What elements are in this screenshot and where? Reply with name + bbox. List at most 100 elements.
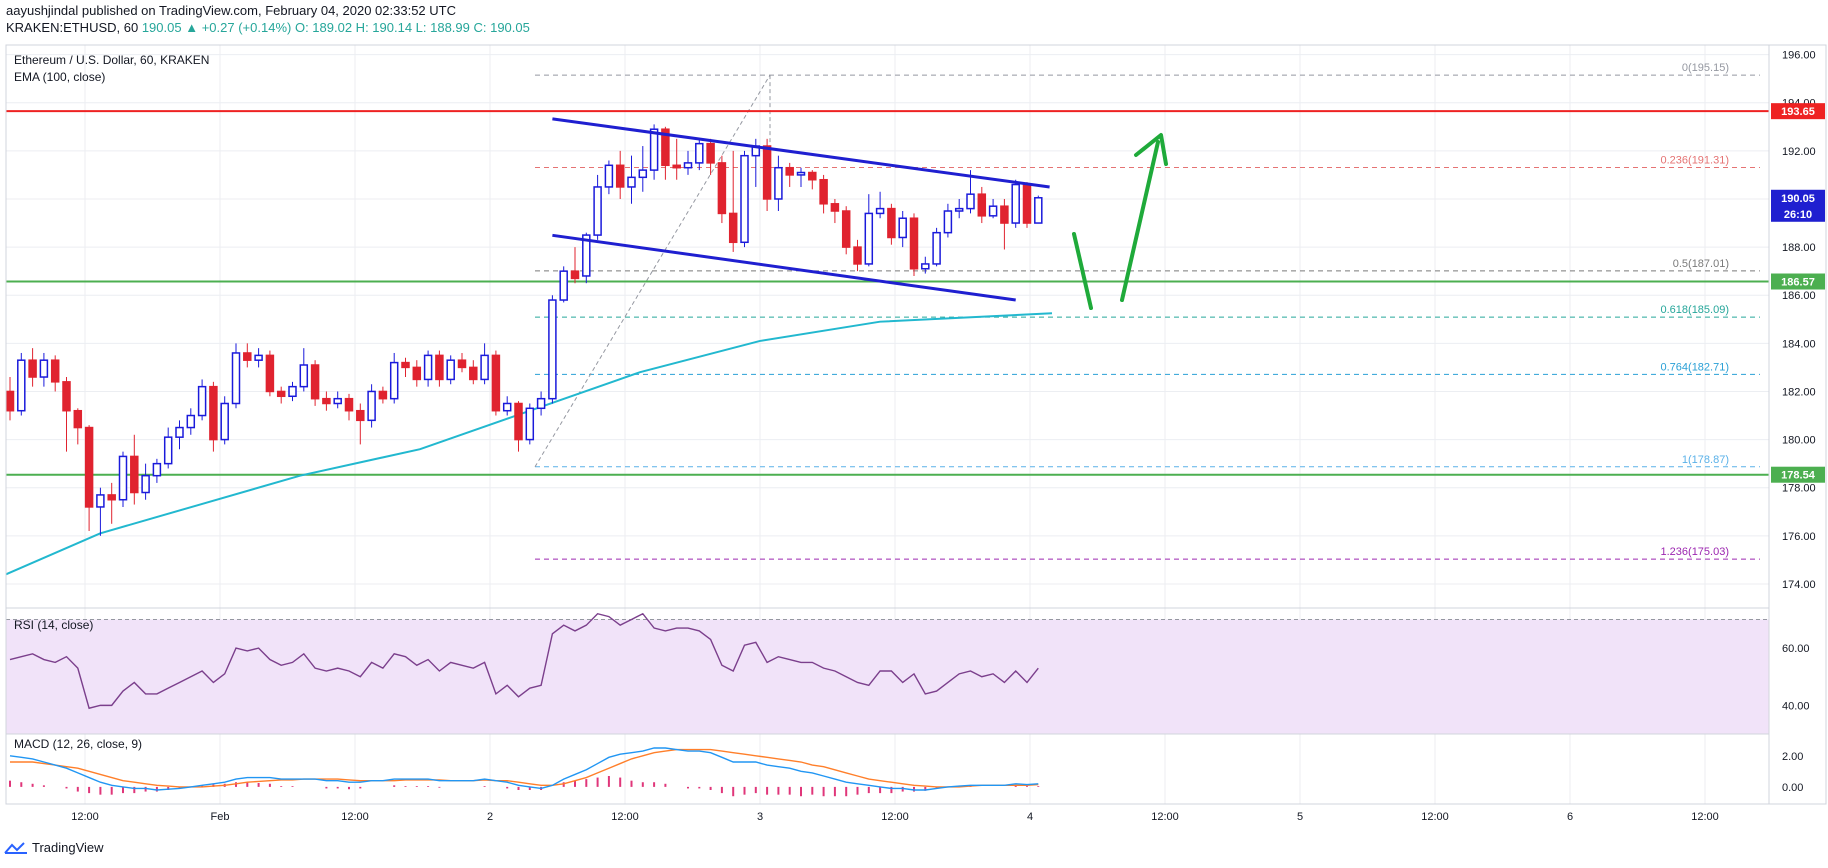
candle-body <box>39 359 49 378</box>
publish-info: aayushjindal published on TradingView.co… <box>6 3 456 18</box>
time-tick-label: Feb <box>211 811 230 823</box>
candle-body <box>740 154 749 244</box>
candle-body <box>491 354 501 412</box>
candle-body <box>310 364 320 400</box>
macd-signal-line[interactable] <box>10 748 1039 788</box>
candle-body <box>661 128 670 167</box>
fib-level-label: 0.764(182.71) <box>1661 361 1730 373</box>
candle-body <box>480 354 489 381</box>
candle-body <box>1000 205 1009 224</box>
candle-body <box>141 474 150 494</box>
candle-body <box>457 359 467 369</box>
candle-body <box>322 397 331 405</box>
candle-body <box>853 246 862 265</box>
candle-body <box>774 166 783 200</box>
rsi-legend: RSI (14, close) <box>14 618 93 632</box>
candle-body <box>243 352 252 361</box>
time-tick-label: 12:00 <box>341 811 369 823</box>
candle-body <box>536 397 546 410</box>
candle-body <box>502 402 512 412</box>
candle-body <box>469 366 478 381</box>
ema-100-line[interactable] <box>5 312 1053 576</box>
channel-lower-line[interactable] <box>552 233 1016 302</box>
candle-body <box>265 354 275 393</box>
resistance-tag: 193.65 <box>1781 106 1815 118</box>
candle-body <box>50 359 60 383</box>
candle-body <box>299 364 309 388</box>
price-tick-label: 182.00 <box>1782 386 1816 398</box>
candle-body <box>921 263 930 270</box>
time-tick-label: 12:00 <box>1421 811 1449 823</box>
candle-body <box>627 176 636 188</box>
candle-body <box>615 164 625 188</box>
price-tick-label: 176.00 <box>1782 531 1816 543</box>
time-tick-label: 3 <box>757 811 763 823</box>
candle-body <box>220 402 229 441</box>
candle-body <box>808 171 817 181</box>
candle-body <box>943 210 953 234</box>
rsi-line[interactable] <box>9 612 1039 710</box>
last-price-tag-bg <box>1771 189 1825 222</box>
time-tick-label: 2 <box>487 811 493 823</box>
candle-body <box>672 164 681 169</box>
time-tick-label: 12:00 <box>71 811 99 823</box>
candle-body <box>412 366 422 381</box>
candle-body <box>514 402 523 441</box>
candle-body <box>118 455 128 501</box>
candle-body <box>28 359 37 378</box>
resistance-tag-bg <box>1771 103 1825 120</box>
brand-name: TradingView <box>32 840 104 855</box>
candle-body <box>966 193 975 210</box>
macd-line[interactable] <box>9 747 1039 791</box>
candle-body <box>1034 197 1043 224</box>
price-tick-label: 184.00 <box>1782 338 1816 350</box>
candle-body <box>175 426 184 438</box>
price-tick-label: 188.00 <box>1782 242 1816 254</box>
price-change: +0.27 (+0.14%) <box>201 20 292 35</box>
rsi-tick-label: 40.00 <box>1782 700 1810 712</box>
price-axis-tags: 193.65 186.57 178.54 190.05 26:10 <box>1771 103 1825 483</box>
candle-body <box>864 212 874 265</box>
candle-body <box>875 207 885 215</box>
price-tick-label: 192.00 <box>1782 146 1816 158</box>
support-tag: 186.57 <box>1781 277 1815 289</box>
fibonacci-trend-line[interactable] <box>534 74 771 468</box>
ema-legend: EMA (100, close) <box>14 70 105 84</box>
time-tick-label: 6 <box>1567 811 1573 823</box>
candle-body <box>559 270 568 301</box>
candle-body <box>932 231 941 265</box>
countdown-tag: 26:10 <box>1784 209 1812 221</box>
candle-body <box>819 178 828 205</box>
chart-title: Ethereum / U.S. Dollar, 60, KRAKEN <box>14 53 209 67</box>
support-tag: 178.54 <box>1781 470 1816 482</box>
fib-level-label: 1.236(175.03) <box>1661 546 1730 558</box>
price-pane-frame <box>5 44 1770 609</box>
candle-body <box>898 217 907 239</box>
macd-legend: MACD (12, 26, close, 9) <box>14 737 142 751</box>
footer-brand[interactable]: TradingView <box>4 840 104 855</box>
candle-body <box>378 390 388 400</box>
candlestick-series[interactable] <box>5 124 1043 536</box>
arrow-down-stroke <box>1072 232 1093 310</box>
candle-body <box>638 169 648 179</box>
candle-body <box>593 186 602 236</box>
rsi-tick-label: 60.00 <box>1782 643 1810 655</box>
channel-upper-line[interactable] <box>552 117 1050 189</box>
candle-body <box>130 455 139 494</box>
support-tag-bg <box>1771 466 1825 483</box>
forecast-arrows <box>1072 133 1168 310</box>
price-axis-ticks: 196.00194.00192.00190.00188.00186.00184.… <box>1782 50 1816 591</box>
candle-body <box>152 462 162 477</box>
candle-body <box>17 359 26 412</box>
fibonacci-retracement[interactable]: 0(195.15) 0.236(191.31) 0.5(187.01) 0.618(1… <box>535 62 1760 560</box>
candle-body <box>954 207 964 212</box>
symbol-quote-line: KRAKEN:ETHUSD, 60 190.05 ▲ +0.27 (+0.14%… <box>6 20 530 35</box>
last-price: 190.05 <box>141 20 182 35</box>
candle-body <box>288 385 297 398</box>
candle-body <box>356 409 365 422</box>
candle-body <box>1011 183 1020 224</box>
ohlc-values: O: 189.02 H: 190.14 L: 188.99 C: 190.05 <box>294 20 530 35</box>
candle-body <box>582 234 591 277</box>
candle-body <box>909 217 919 270</box>
